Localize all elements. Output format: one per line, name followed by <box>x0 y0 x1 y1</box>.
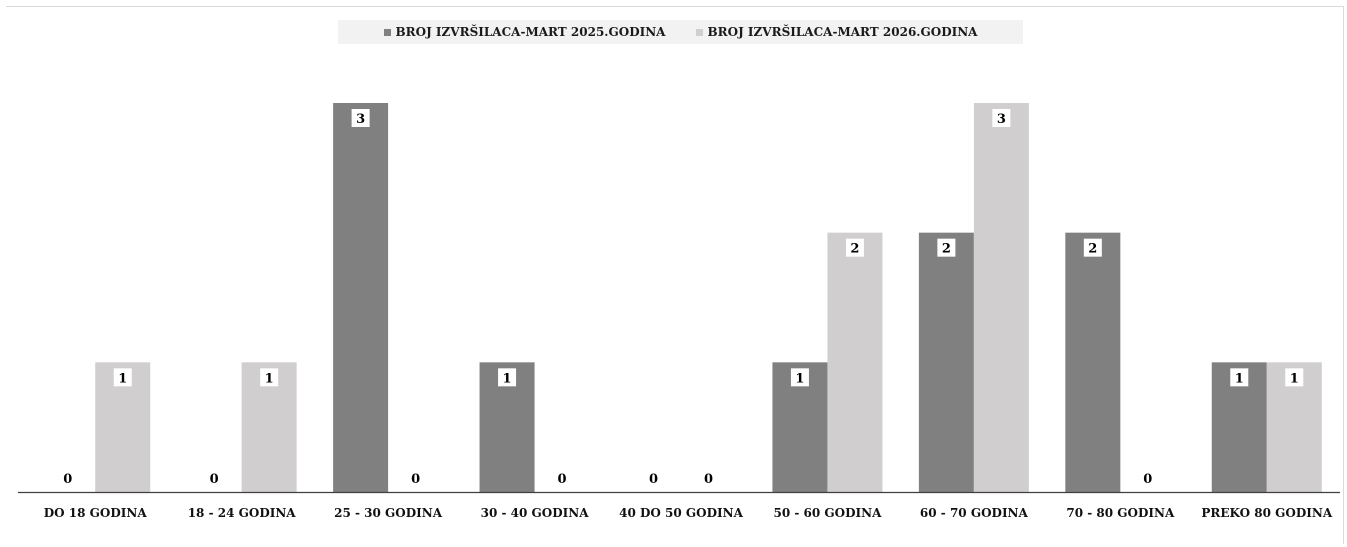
bar-2026-5 <box>827 232 883 492</box>
data-label-bg <box>1285 368 1304 387</box>
bar-2025-7 <box>1065 232 1121 492</box>
data-label-2026-2: 0 <box>411 472 420 487</box>
bar-2026-6 <box>973 103 1029 492</box>
legend-swatch-2026 <box>695 28 703 36</box>
data-label-2026-7: 0 <box>1143 472 1152 487</box>
data-label-2026-5: 2 <box>850 242 859 257</box>
data-label-2026-0: 1 <box>118 371 127 386</box>
data-label-bg <box>790 368 809 387</box>
legend-item-2026: BROJ IZVRŠILACA-MART 2026.GODINA <box>695 25 978 39</box>
bar-2025-2 <box>333 103 389 492</box>
legend-label-2025: BROJ IZVRŠILACA-MART 2025.GODINA <box>395 25 666 39</box>
data-label-2026-3: 0 <box>558 472 567 487</box>
x-tick-label: 40 DO 50 GODINA <box>619 506 743 520</box>
data-label-2025-8: 1 <box>1235 371 1244 386</box>
data-label-2026-4: 0 <box>704 472 713 487</box>
chart-frame <box>6 6 1344 544</box>
x-tick-label: PREKO 80 GODINA <box>1201 506 1332 520</box>
data-label-bg <box>351 109 370 127</box>
data-label-bg <box>845 238 864 257</box>
data-label-2025-0: 0 <box>63 472 72 487</box>
data-label-2026-6: 3 <box>997 112 1006 127</box>
x-tick-label: 25 - 30 GODINA <box>334 506 443 520</box>
x-tick-label: DO 18 GODINA <box>44 506 148 520</box>
legend-swatch-2025 <box>383 28 391 36</box>
data-label-bg <box>1230 368 1249 387</box>
legend: BROJ IZVRŠILACA-MART 2025.GODINA BROJ IZ… <box>338 20 1023 44</box>
data-label-2025-7: 2 <box>1088 242 1097 257</box>
x-tick-label: 18 - 24 GODINA <box>188 506 297 520</box>
legend-item-2025: BROJ IZVRŠILACA-MART 2025.GODINA <box>383 25 666 39</box>
data-label-bg <box>113 368 132 387</box>
data-label-2025-1: 0 <box>210 472 219 487</box>
data-label-2026-1: 1 <box>265 371 274 386</box>
data-label-2025-4: 0 <box>649 472 658 487</box>
data-label-2025-3: 1 <box>503 371 512 386</box>
data-label-2026-8: 1 <box>1290 371 1299 386</box>
legend-label-2026: BROJ IZVRŠILACA-MART 2026.GODINA <box>707 25 978 39</box>
x-tick-label: 70 - 80 GODINA <box>1066 506 1175 520</box>
x-tick-label: 60 - 70 GODINA <box>920 506 1029 520</box>
data-label-2025-5: 1 <box>795 371 804 386</box>
x-tick-label: 50 - 60 GODINA <box>773 506 882 520</box>
data-label-bg <box>992 109 1011 127</box>
data-label-2025-2: 3 <box>356 112 365 127</box>
data-label-bg <box>937 238 956 257</box>
x-tick-label: 30 - 40 GODINA <box>481 506 590 520</box>
data-label-bg <box>1083 238 1102 257</box>
bar-2025-6 <box>918 232 974 492</box>
data-label-bg <box>260 368 279 387</box>
data-label-2025-6: 2 <box>942 242 951 257</box>
data-label-bg <box>498 368 517 387</box>
